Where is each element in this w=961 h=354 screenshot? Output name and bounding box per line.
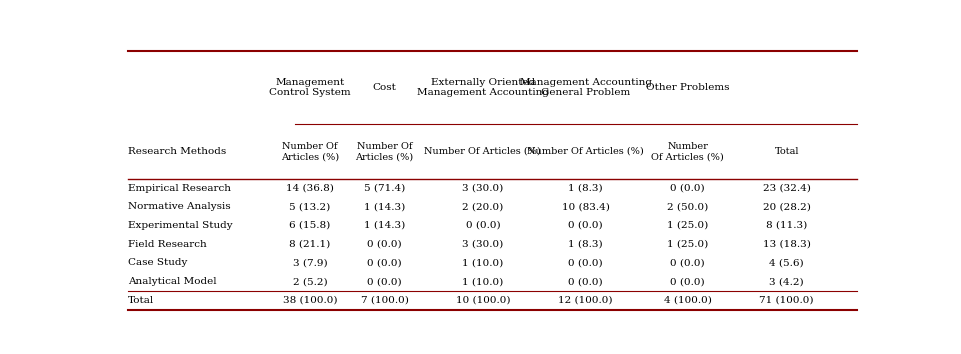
Text: 0 (0.0): 0 (0.0) [465,221,500,230]
Text: 10 (100.0): 10 (100.0) [456,296,510,305]
Text: 1 (10.0): 1 (10.0) [462,277,504,286]
Text: Management
Control System: Management Control System [269,78,351,97]
Text: 0 (0.0): 0 (0.0) [671,258,705,267]
Text: 0 (0.0): 0 (0.0) [671,184,705,193]
Text: Cost: Cost [373,83,397,92]
Text: 4 (100.0): 4 (100.0) [664,296,711,305]
Text: Number Of Articles (%): Number Of Articles (%) [528,147,644,156]
Text: 8 (11.3): 8 (11.3) [766,221,807,230]
Text: Other Problems: Other Problems [646,83,729,92]
Text: 1 (25.0): 1 (25.0) [667,221,708,230]
Text: 4 (5.6): 4 (5.6) [770,258,804,267]
Text: 0 (0.0): 0 (0.0) [671,277,705,286]
Text: Externally Oriented
Management Accounting: Externally Oriented Management Accountin… [417,78,549,97]
Text: Experimental Study: Experimental Study [128,221,233,230]
Text: 20 (28.2): 20 (28.2) [763,202,811,211]
Text: 2 (20.0): 2 (20.0) [462,202,504,211]
Text: 23 (32.4): 23 (32.4) [763,184,811,193]
Text: 0 (0.0): 0 (0.0) [568,277,603,286]
Text: 1 (10.0): 1 (10.0) [462,258,504,267]
Text: 2 (50.0): 2 (50.0) [667,202,708,211]
Text: 0 (0.0): 0 (0.0) [568,258,603,267]
Text: 8 (21.1): 8 (21.1) [289,240,331,249]
Text: 1 (8.3): 1 (8.3) [568,184,603,193]
Text: Total: Total [775,147,799,156]
Text: 38 (100.0): 38 (100.0) [283,296,337,305]
Text: Number Of
Articles (%): Number Of Articles (%) [281,142,339,161]
Text: Field Research: Field Research [128,240,207,249]
Text: 12 (100.0): 12 (100.0) [558,296,613,305]
Text: 2 (5.2): 2 (5.2) [293,277,328,286]
Text: 10 (83.4): 10 (83.4) [561,202,609,211]
Text: 3 (30.0): 3 (30.0) [462,240,504,249]
Text: 71 (100.0): 71 (100.0) [759,296,814,305]
Text: Number Of
Articles (%): Number Of Articles (%) [356,142,413,161]
Text: 1 (14.3): 1 (14.3) [364,221,406,230]
Text: 5 (71.4): 5 (71.4) [364,184,406,193]
Text: 0 (0.0): 0 (0.0) [367,277,402,286]
Text: Number
Of Articles (%): Number Of Articles (%) [652,142,724,161]
Text: 3 (7.9): 3 (7.9) [293,258,328,267]
Text: Normative Analysis: Normative Analysis [128,202,231,211]
Text: 14 (36.8): 14 (36.8) [286,184,334,193]
Text: Case Study: Case Study [128,258,187,267]
Text: 0 (0.0): 0 (0.0) [367,240,402,249]
Text: Total: Total [128,296,154,305]
Text: 1 (8.3): 1 (8.3) [568,240,603,249]
Text: Research Methods: Research Methods [128,147,226,156]
Text: 0 (0.0): 0 (0.0) [367,258,402,267]
Text: 6 (15.8): 6 (15.8) [289,221,331,230]
Text: 3 (4.2): 3 (4.2) [770,277,804,286]
Text: 7 (100.0): 7 (100.0) [360,296,408,305]
Text: 0 (0.0): 0 (0.0) [568,221,603,230]
Text: 3 (30.0): 3 (30.0) [462,184,504,193]
Text: Analytical Model: Analytical Model [128,277,216,286]
Text: 1 (14.3): 1 (14.3) [364,202,406,211]
Text: 5 (13.2): 5 (13.2) [289,202,331,211]
Text: 1 (25.0): 1 (25.0) [667,240,708,249]
Text: Number Of Articles (%): Number Of Articles (%) [425,147,541,156]
Text: Management Accounting
General Problem: Management Accounting General Problem [520,78,652,97]
Text: Empirical Research: Empirical Research [128,184,231,193]
Text: 13 (18.3): 13 (18.3) [763,240,811,249]
